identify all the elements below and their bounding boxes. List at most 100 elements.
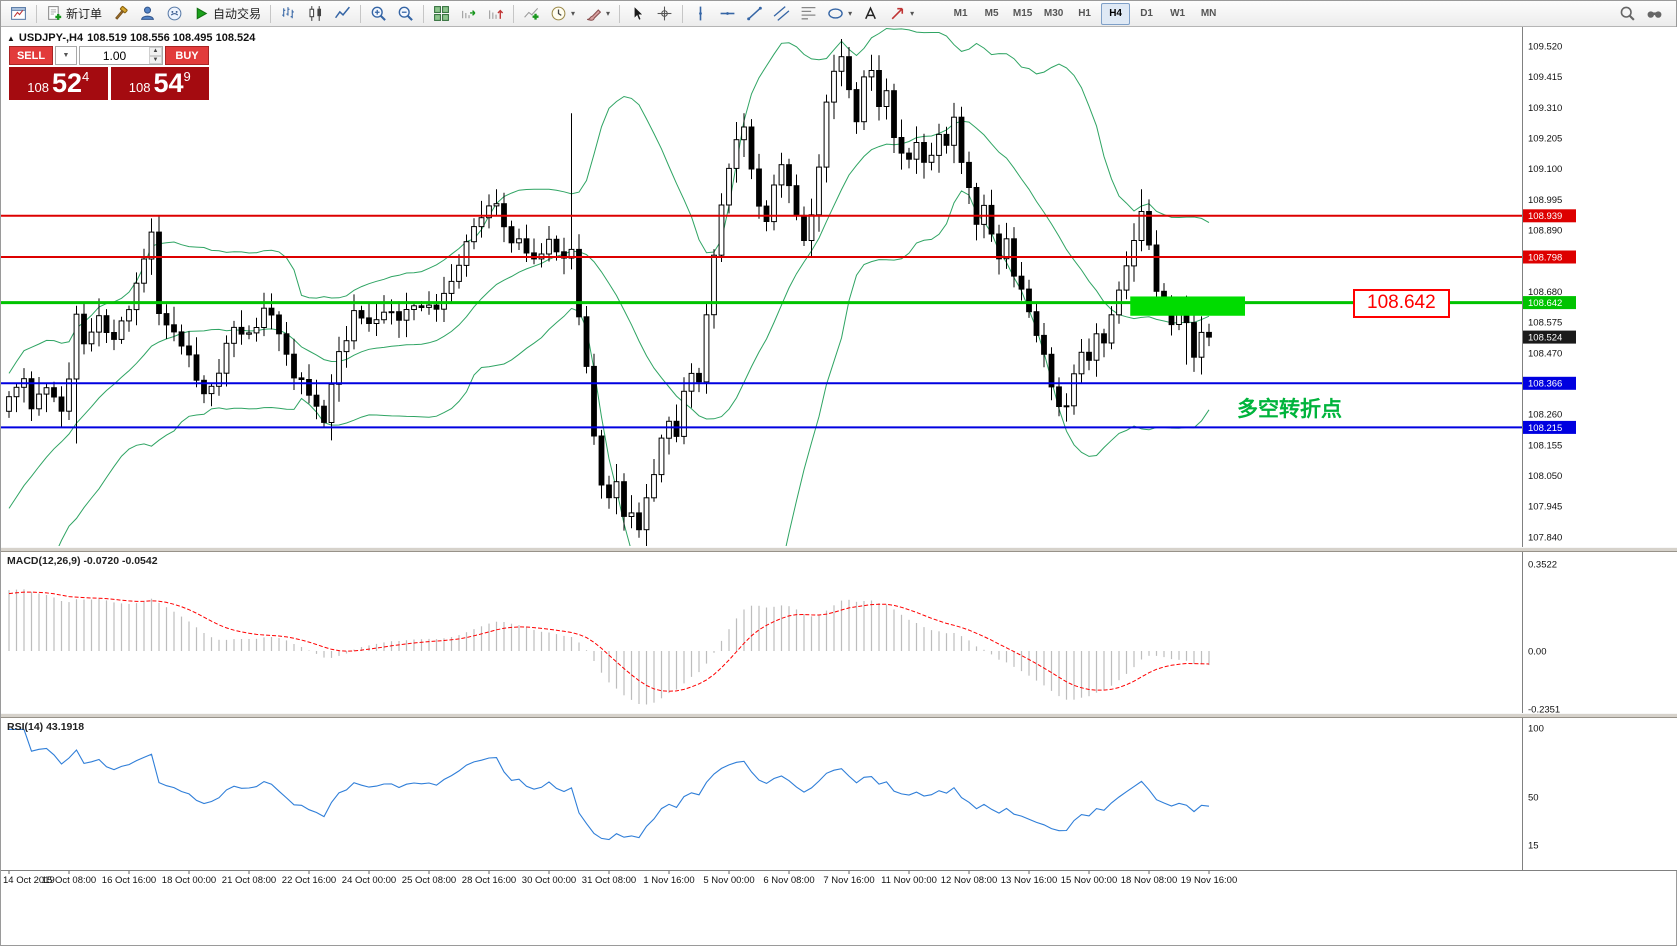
buy-price-pip: 9 <box>183 69 191 84</box>
macd-signal-line <box>8 591 1210 692</box>
price-scale-marker <box>1523 250 1576 264</box>
volume-decrease-button[interactable]: ▼ <box>149 55 162 64</box>
timeframe-h1-button[interactable]: H1 <box>1070 3 1099 25</box>
autotrade-settings-button[interactable] <box>108 3 133 25</box>
user-icon <box>139 5 156 22</box>
panel-divider[interactable] <box>1 713 1677 718</box>
fibo-icon <box>800 5 817 22</box>
toolbar-separator <box>619 4 621 23</box>
brush-icon <box>585 5 602 22</box>
rsi-panel[interactable] <box>9 728 1210 841</box>
highlight-rectangle[interactable] <box>1130 296 1245 316</box>
bars-icon <box>280 5 297 22</box>
channel-button[interactable] <box>769 3 794 25</box>
sell-price-display[interactable]: 108 52 4 <box>9 67 108 100</box>
bollinger-band-line <box>58 190 1210 546</box>
auto-scroll-button[interactable] <box>456 3 481 25</box>
arrowmark-icon <box>889 5 906 22</box>
vertical-line-button[interactable] <box>688 3 713 25</box>
scale-label: 108.995 <box>1528 195 1562 206</box>
timeframe-m1-button[interactable]: M1 <box>946 3 975 25</box>
price-scale-marker <box>1523 296 1576 310</box>
zoomin-icon <box>370 5 387 22</box>
timeframe-h4-button[interactable]: H4 <box>1101 2 1131 25</box>
panel-divider[interactable] <box>1 547 1677 552</box>
fibonacci-button[interactable] <box>796 3 821 25</box>
docplus-icon <box>46 5 63 22</box>
tile-icon <box>433 5 450 22</box>
scale-label: 108.050 <box>1528 471 1562 482</box>
volume-field: ▲ ▼ <box>79 46 163 65</box>
price-scale-marker <box>1523 330 1576 344</box>
line-chart-button[interactable] <box>330 3 355 25</box>
time-axis-label: 6 Nov 08:00 <box>763 875 814 886</box>
arrows-button[interactable]: ▾ <box>885 3 918 25</box>
time-axis-label: 31 Oct 08:00 <box>582 875 636 886</box>
buy-price-display[interactable]: 108 54 9 <box>110 67 209 100</box>
price-callout-label[interactable]: 108.642 <box>1353 289 1450 318</box>
scale-label: 108.260 <box>1528 410 1562 421</box>
chevron-down-icon: ▼ <box>62 52 70 59</box>
time-axis-label: 25 Oct 08:00 <box>402 875 456 886</box>
chart-shift-button[interactable] <box>483 3 508 25</box>
toolbar-separator <box>36 4 37 23</box>
turning-point-annotation[interactable]: 多空转折点 <box>1237 398 1342 421</box>
search-button[interactable] <box>1615 3 1640 25</box>
chartwin-icon <box>10 5 27 22</box>
timeframe-m15-button[interactable]: M15 <box>1008 3 1037 25</box>
price-scale-column[interactable] <box>1522 27 1677 870</box>
macd-indicator-label: MACD(12,26,9) -0.0720 -0.0542 <box>7 555 158 567</box>
horizontal-line-button[interactable] <box>715 3 740 25</box>
templates-button[interactable]: ▾ <box>581 3 614 25</box>
volume-increase-button[interactable]: ▲ <box>149 47 162 56</box>
scale-label: 107.945 <box>1528 502 1562 513</box>
buy-button[interactable]: BUY <box>165 46 209 65</box>
rsi-indicator-label: RSI(14) 43.1918 <box>7 721 85 733</box>
candles-icon <box>307 5 324 22</box>
scale-label: 108.155 <box>1528 440 1562 451</box>
volume-dropdown-button[interactable]: ▼ <box>55 46 77 65</box>
indicators-button[interactable] <box>519 3 544 25</box>
scale-label: 107.840 <box>1528 532 1562 543</box>
timeframe-w1-button[interactable]: W1 <box>1163 3 1192 25</box>
time-axis-label: 11 Nov 00:00 <box>881 875 937 886</box>
timeframe-d1-button[interactable]: D1 <box>1132 3 1161 25</box>
timeframe-m30-button[interactable]: M30 <box>1039 3 1068 25</box>
timeframe-m5-button[interactable]: M5 <box>977 3 1006 25</box>
new-order-button[interactable]: 新订单 <box>42 3 106 25</box>
symbol-search-button[interactable] <box>1642 3 1667 25</box>
support-button[interactable] <box>162 3 187 25</box>
shapes-button[interactable]: ▾ <box>823 3 856 25</box>
periods-button[interactable]: ▾ <box>546 3 579 25</box>
trendline-button[interactable] <box>742 3 767 25</box>
volume-input[interactable] <box>80 47 149 64</box>
text-button[interactable] <box>858 3 883 25</box>
macd-panel[interactable] <box>8 589 1210 705</box>
toolbar-separator <box>423 4 425 23</box>
toolbar-separator <box>682 4 684 23</box>
account-button[interactable] <box>135 3 160 25</box>
sell-button[interactable]: SELL <box>9 46 53 65</box>
scale-label: 108.575 <box>1528 318 1562 329</box>
scale-label: 109.100 <box>1528 164 1562 175</box>
buy-price-prefix: 108 <box>128 79 151 95</box>
tile-windows-button[interactable] <box>429 3 454 25</box>
new-chart-button[interactable] <box>6 3 31 25</box>
scale-label: 15 <box>1528 841 1539 852</box>
bar-chart-button[interactable] <box>276 3 301 25</box>
timeframe-mn-button[interactable]: MN <box>1194 3 1223 25</box>
zoom-out-button[interactable] <box>393 3 418 25</box>
crosshair-button[interactable] <box>652 3 677 25</box>
autotrading-button[interactable]: 自动交易 <box>189 3 265 25</box>
candlestick-chart-button[interactable] <box>303 3 328 25</box>
time-axis-label: 13 Nov 16:00 <box>1001 875 1058 886</box>
clock-icon <box>550 5 567 22</box>
scale-label: 108.215 <box>1528 423 1562 434</box>
cursor-button[interactable] <box>625 3 650 25</box>
chevron-down-icon: ▾ <box>571 9 576 18</box>
price-panel[interactable] <box>1 27 1522 644</box>
time-axis-label: 18 Oct 00:00 <box>162 875 216 886</box>
zoom-in-button[interactable] <box>366 3 391 25</box>
scale-label: 0.00 <box>1528 646 1547 657</box>
